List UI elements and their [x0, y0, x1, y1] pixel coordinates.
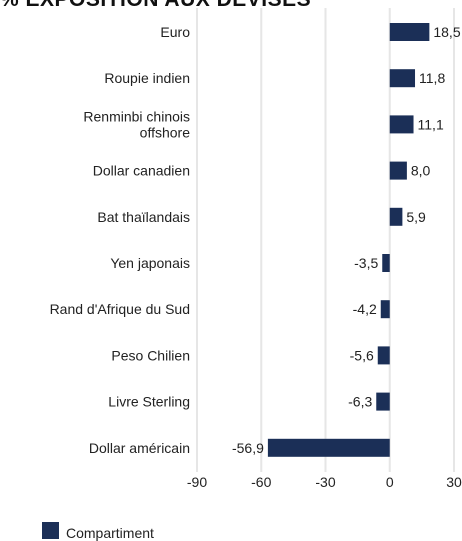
data-label: 5,9	[406, 209, 426, 225]
data-label: 11,1	[418, 116, 444, 132]
bar	[389, 69, 416, 88]
bar	[389, 207, 403, 226]
category-label: Rand d'Afrique du Sud	[50, 301, 190, 317]
data-label: -5,6	[350, 347, 374, 363]
category-label: Bat thaïlandais	[97, 209, 190, 225]
bar	[380, 300, 390, 319]
data-label: 11,8	[419, 70, 445, 86]
bar	[267, 438, 390, 457]
bar	[389, 115, 414, 134]
bar	[389, 23, 430, 41]
category-label: Roupie indien	[104, 70, 190, 86]
category-label: Renminbi chinois offshore	[83, 108, 190, 140]
data-label: -4,2	[353, 301, 377, 317]
bar	[389, 161, 407, 180]
labels: -90 -60 -30 0 30 18,5 Euro 11,8 Roupie indien 11,…	[50, 24, 462, 490]
category-label: Livre Sterling	[108, 394, 190, 410]
data-label: -56,9	[232, 440, 264, 456]
data-label: 8,0	[411, 163, 431, 179]
bar	[377, 346, 390, 365]
x-tick-label: 0	[386, 474, 394, 490]
data-label: 18,5	[433, 24, 460, 40]
data-label: -6,3	[348, 394, 372, 410]
x-tick-label: -90	[187, 474, 207, 490]
legend-label: Compartiment	[66, 524, 154, 541]
bar	[382, 254, 390, 272]
grid-lines	[196, 8, 455, 472]
bar	[376, 392, 390, 411]
legend-swatch	[42, 522, 59, 539]
category-label: Euro	[160, 24, 190, 40]
category-label: Dollar américain	[89, 440, 190, 456]
x-tick-label: 30	[446, 474, 462, 490]
x-tick-label: -60	[251, 474, 271, 490]
x-tick-label: -30	[315, 474, 335, 490]
bars	[267, 23, 430, 457]
data-label: -3,5	[354, 255, 378, 271]
chart-title: % EXPOSITION AUX DEVISES	[0, 0, 311, 12]
category-label: Yen japonais	[110, 255, 190, 271]
legend: Compartiment	[42, 522, 154, 541]
category-label: Dollar canadien	[93, 163, 190, 179]
category-label: Peso Chilien	[111, 347, 190, 363]
